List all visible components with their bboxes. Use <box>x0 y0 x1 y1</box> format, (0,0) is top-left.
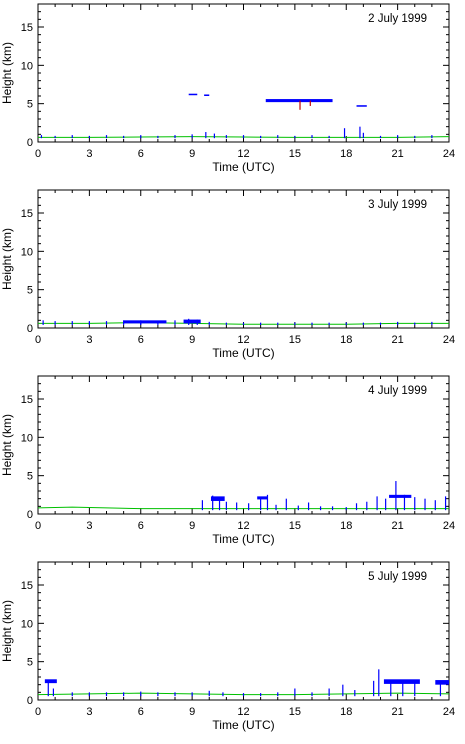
cloud-layer <box>183 319 201 324</box>
y-tick-label: 15 <box>21 208 33 220</box>
x-tick-label: 12 <box>237 148 249 160</box>
x-tick-label: 15 <box>289 706 301 718</box>
series-2 <box>42 318 433 325</box>
y-tick-label: 15 <box>21 394 33 406</box>
x-tick-label: 6 <box>138 334 144 346</box>
cloud-layer <box>204 94 210 96</box>
y-tick-label: 0 <box>27 323 33 335</box>
x-tick-label: 24 <box>443 706 455 718</box>
x-tick-label: 12 <box>237 706 249 718</box>
panel-date-label: 5 July 1999 <box>368 571 427 583</box>
y-tick-label: 10 <box>21 432 33 444</box>
series-2 <box>201 481 447 511</box>
x-tick-label: 21 <box>392 148 404 160</box>
y-tick-label: 10 <box>21 246 33 258</box>
panel-date-label: 4 July 1999 <box>368 385 427 397</box>
x-tick-label: 6 <box>138 706 144 718</box>
x-axis-title: Time (UTC) <box>212 532 274 546</box>
x-tick-label: 18 <box>340 520 352 532</box>
y-tick-label: 5 <box>27 99 33 111</box>
y-tick-label: 0 <box>27 137 33 149</box>
y-tick-label: 5 <box>27 657 33 669</box>
panel-date-label: 3 July 1999 <box>368 199 427 211</box>
x-tick-label: 9 <box>189 148 195 160</box>
panel-4: 5 July 1999 0 5 10 15 0 3 6 9 12 15 18 21 24 Time (UTC… <box>0 561 455 732</box>
cloud-layer <box>123 320 167 324</box>
y-tick-label: 0 <box>27 695 33 707</box>
y-axis-title: Height (km) <box>0 414 14 476</box>
panel-3: 4 July 1999 0 5 10 15 0 3 6 9 12 15 18 21 24 Time (UTC… <box>0 375 455 546</box>
x-tick-label: 0 <box>35 706 41 718</box>
mixed-layer-height-line <box>37 506 449 510</box>
y-tick-label: 15 <box>21 22 33 34</box>
x-tick-label: 12 <box>237 520 249 532</box>
x-tick-label: 9 <box>189 520 195 532</box>
panel-1: 2 July 1999 0 5 10 15 0 3 6 9 12 15 18 21 24 Time (UTC… <box>0 3 455 174</box>
y-tick-label: 10 <box>21 60 33 72</box>
cloud-layer <box>257 496 268 500</box>
x-tick-label: 21 <box>392 706 404 718</box>
series-2 <box>40 93 433 139</box>
y-tick-label: 5 <box>27 285 33 297</box>
x-tick-label: 3 <box>86 706 92 718</box>
x-tick-label: 0 <box>35 334 41 346</box>
cloud-layer <box>265 99 333 103</box>
y-tick-label: 0 <box>27 509 33 521</box>
series-3 <box>299 100 311 110</box>
y-axis-title: Height (km) <box>0 228 14 290</box>
panel-date-label: 2 July 1999 <box>368 13 427 25</box>
cloud-layer <box>383 679 420 684</box>
cloud-layer <box>435 680 449 685</box>
x-tick-label: 21 <box>392 334 404 346</box>
x-axis-title: Time (UTC) <box>212 718 274 732</box>
series-1 <box>37 506 449 510</box>
x-tick-label: 15 <box>289 334 301 346</box>
x-tick-label: 21 <box>392 520 404 532</box>
series-2 <box>44 669 449 697</box>
x-tick-label: 9 <box>189 334 195 346</box>
x-tick-label: 15 <box>289 520 301 532</box>
x-tick-label: 18 <box>340 334 352 346</box>
y-tick-label: 5 <box>27 471 33 483</box>
panel-2: 3 July 1999 0 5 10 15 0 3 6 9 12 15 18 21 24 Time (UTC… <box>0 189 455 360</box>
x-tick-label: 12 <box>237 334 249 346</box>
x-tick-label: 3 <box>86 334 92 346</box>
x-axis-title: Time (UTC) <box>212 346 274 360</box>
cloud-layer <box>356 105 367 107</box>
x-tick-label: 9 <box>189 706 195 718</box>
x-axis-title: Time (UTC) <box>212 160 274 174</box>
x-tick-label: 0 <box>35 520 41 532</box>
x-tick-label: 18 <box>340 706 352 718</box>
x-tick-label: 24 <box>443 148 455 160</box>
cloud-layer <box>44 679 57 684</box>
x-tick-label: 15 <box>289 148 301 160</box>
y-axis-title: Height (km) <box>0 42 14 104</box>
y-tick-label: 10 <box>21 618 33 630</box>
cloud-layer <box>188 93 198 96</box>
x-tick-label: 18 <box>340 148 352 160</box>
x-tick-label: 24 <box>443 520 455 532</box>
cloud-layer <box>210 496 225 501</box>
x-tick-label: 3 <box>86 148 92 160</box>
x-tick-label: 0 <box>35 148 41 160</box>
y-axis-title: Height (km) <box>0 600 14 662</box>
cloud-layer <box>389 494 412 498</box>
x-tick-label: 3 <box>86 520 92 532</box>
x-tick-label: 24 <box>443 334 455 346</box>
x-tick-label: 6 <box>138 148 144 160</box>
y-tick-label: 15 <box>21 580 33 592</box>
x-tick-label: 6 <box>138 520 144 532</box>
